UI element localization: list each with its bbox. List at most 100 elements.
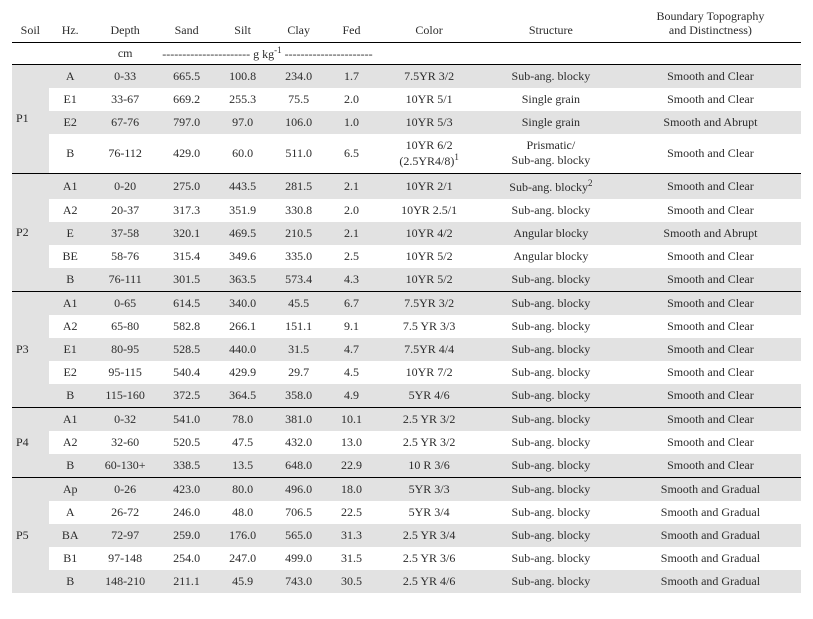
cell-fed: 10.1	[327, 407, 377, 431]
cell-color: 5YR 3/4	[376, 501, 482, 524]
table-row: P2A10-20275.0443.5281.52.110YR 2/1Sub-an…	[12, 173, 801, 199]
cell-silt: 255.3	[215, 88, 271, 111]
cell-hz: Ap	[49, 477, 92, 501]
cell-hz: B	[49, 570, 92, 593]
cell-sand: 797.0	[159, 111, 215, 134]
cell-hz: B1	[49, 547, 92, 570]
cell-silt: 60.0	[215, 134, 271, 174]
cell-fed: 4.3	[327, 268, 377, 292]
cell-color: 10YR 5/1	[376, 88, 482, 111]
cell-structure: Sub-ang. blocky	[482, 454, 620, 478]
cell-silt: 429.9	[215, 361, 271, 384]
color-sup: 1	[454, 152, 459, 162]
cell-fed: 22.5	[327, 501, 377, 524]
cell-fed: 31.5	[327, 547, 377, 570]
cell-color: 10YR 5/3	[376, 111, 482, 134]
cell-color: 7.5YR 4/4	[376, 338, 482, 361]
cell-fed: 31.3	[327, 524, 377, 547]
cell-silt: 469.5	[215, 222, 271, 245]
cell-hz: E1	[49, 338, 92, 361]
cell-fed: 22.9	[327, 454, 377, 478]
table-header: Soil Hz. Depth Sand Silt Clay Fed Color …	[12, 6, 801, 42]
table-row: B115-160372.5364.5358.04.95YR 4/6Sub-ang…	[12, 384, 801, 408]
table-row: A265-80582.8266.1151.19.17.5 YR 3/3Sub-a…	[12, 315, 801, 338]
cell-fed: 1.0	[327, 111, 377, 134]
cell-sand: 211.1	[159, 570, 215, 593]
cell-color: 2.5 YR 3/2	[376, 407, 482, 431]
cell-color: 10YR 7/2	[376, 361, 482, 384]
cell-fed: 4.5	[327, 361, 377, 384]
cell-hz: A2	[49, 431, 92, 454]
cell-silt: 443.5	[215, 173, 271, 199]
cell-depth: 0-26	[92, 477, 159, 501]
cell-sand: 315.4	[159, 245, 215, 268]
cell-depth: 0-65	[92, 291, 159, 315]
cell-clay: 432.0	[271, 431, 327, 454]
cell-clay: 511.0	[271, 134, 327, 174]
cell-color: 10YR 4/2	[376, 222, 482, 245]
cell-color: 7.5YR 3/2	[376, 64, 482, 88]
table-row: P4A10-32541.078.0381.010.12.5 YR 3/2Sub-…	[12, 407, 801, 431]
cell-color: 7.5 YR 3/3	[376, 315, 482, 338]
cell-boundary: Smooth and Abrupt	[620, 111, 801, 134]
cell-structure: Sub-ang. blocky	[482, 338, 620, 361]
cell-sand: 423.0	[159, 477, 215, 501]
cell-fed: 6.5	[327, 134, 377, 174]
color-l1: 10YR 6/2	[406, 139, 453, 152]
boundary-head-l2: and Distinctness)	[669, 23, 752, 37]
cell-structure: Sub-ang. blocky	[482, 524, 620, 547]
cell-depth: 20-37	[92, 199, 159, 222]
cell-clay: 106.0	[271, 111, 327, 134]
cell-clay: 281.5	[271, 173, 327, 199]
cell-clay: 29.7	[271, 361, 327, 384]
cell-boundary: Smooth and Gradual	[620, 570, 801, 593]
cell-fed: 4.7	[327, 338, 377, 361]
cell-clay: 45.5	[271, 291, 327, 315]
cell-structure: Sub-ang. blocky	[482, 570, 620, 593]
units-gkg: ---------------------- g kg-1 ----------…	[159, 42, 377, 64]
table-row: E37-58320.1469.5210.52.110YR 4/2Angular …	[12, 222, 801, 245]
table-row: BA72-97259.0176.0565.031.32.5 YR 3/4Sub-…	[12, 524, 801, 547]
cell-sand: 429.0	[159, 134, 215, 174]
table-row: B60-130+338.513.5648.022.910 R 3/6Sub-an…	[12, 454, 801, 478]
cell-fed: 18.0	[327, 477, 377, 501]
cell-sand: 338.5	[159, 454, 215, 478]
cell-hz: A	[49, 501, 92, 524]
cell-hz: B	[49, 384, 92, 408]
cell-boundary: Smooth and Gradual	[620, 547, 801, 570]
cell-structure: Sub-ang. blocky2	[482, 173, 620, 199]
cell-depth: 95-115	[92, 361, 159, 384]
table-row: B76-112429.060.0511.06.510YR 6/2(2.5YR4/…	[12, 134, 801, 174]
cell-depth: 0-33	[92, 64, 159, 88]
cell-boundary: Smooth and Clear	[620, 199, 801, 222]
table-row: E133-67669.2255.375.52.010YR 5/1Single g…	[12, 88, 801, 111]
cell-fed: 13.0	[327, 431, 377, 454]
cell-structure: Angular blocky	[482, 245, 620, 268]
cell-silt: 80.0	[215, 477, 271, 501]
cell-color: 2.5 YR 3/2	[376, 431, 482, 454]
cell-color: 2.5 YR 4/6	[376, 570, 482, 593]
cell-color: 10YR 5/2	[376, 245, 482, 268]
table-row: A26-72246.048.0706.522.55YR 3/4Sub-ang. …	[12, 501, 801, 524]
cell-depth: 58-76	[92, 245, 159, 268]
cell-silt: 97.0	[215, 111, 271, 134]
cell-hz: E	[49, 222, 92, 245]
cell-depth: 72-97	[92, 524, 159, 547]
cell-clay: 335.0	[271, 245, 327, 268]
cell-depth: 115-160	[92, 384, 159, 408]
cell-boundary: Smooth and Clear	[620, 431, 801, 454]
units-blank-soil	[12, 42, 49, 64]
cell-boundary: Smooth and Clear	[620, 88, 801, 111]
cell-depth: 32-60	[92, 431, 159, 454]
table-row: BE58-76315.4349.6335.02.510YR 5/2Angular…	[12, 245, 801, 268]
cell-boundary: Smooth and Clear	[620, 315, 801, 338]
units-blank-2	[620, 42, 801, 64]
structure-l2: Sub-ang. blocky	[512, 154, 591, 167]
cell-structure: Sub-ang. blocky	[482, 407, 620, 431]
cell-fed: 2.1	[327, 173, 377, 199]
cell-clay: 330.8	[271, 199, 327, 222]
cell-silt: 351.9	[215, 199, 271, 222]
cell-hz: A1	[49, 173, 92, 199]
color-l2: (2.5YR4/8)1	[399, 153, 459, 168]
cell-structure: Angular blocky	[482, 222, 620, 245]
